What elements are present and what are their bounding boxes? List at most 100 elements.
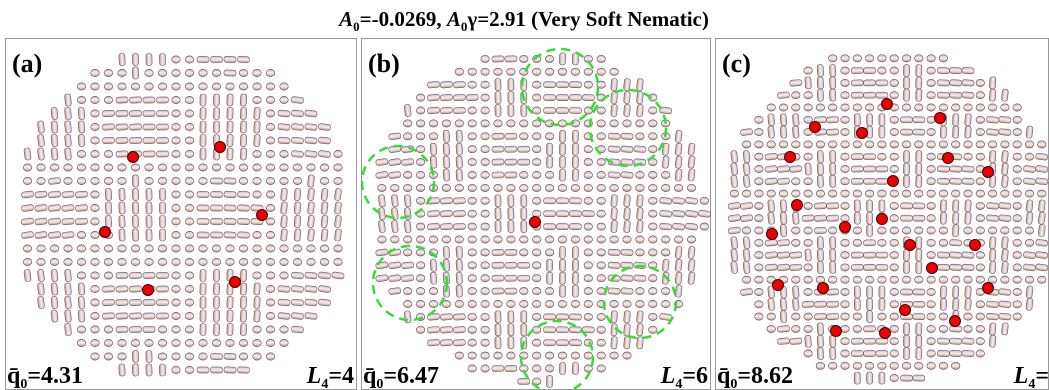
molecule bbox=[916, 151, 922, 163]
defect bbox=[785, 152, 796, 163]
molecule bbox=[545, 352, 553, 359]
molecule bbox=[533, 249, 541, 256]
molecule bbox=[78, 283, 85, 295]
molecule bbox=[829, 64, 836, 76]
molecule bbox=[597, 159, 605, 166]
molecule bbox=[851, 80, 863, 86]
molecule bbox=[91, 312, 99, 319]
molecule bbox=[1038, 276, 1046, 283]
molecule bbox=[213, 310, 219, 322]
molecule bbox=[453, 326, 465, 333]
molecule bbox=[404, 171, 412, 178]
molecule bbox=[280, 83, 288, 90]
l-annotation: L4=4 bbox=[306, 363, 354, 390]
molecule bbox=[624, 91, 631, 103]
molecule bbox=[156, 313, 168, 319]
molecule bbox=[200, 107, 206, 119]
molecule bbox=[416, 171, 424, 178]
molecule bbox=[280, 245, 288, 252]
molecule bbox=[468, 313, 476, 320]
molecule bbox=[78, 121, 85, 133]
molecule bbox=[675, 143, 682, 156]
molecule bbox=[903, 347, 909, 359]
molecule bbox=[118, 164, 126, 171]
molecule bbox=[805, 335, 812, 347]
molecule bbox=[740, 214, 753, 221]
molecule bbox=[64, 245, 72, 252]
molecule bbox=[494, 68, 502, 75]
molecule bbox=[518, 159, 530, 165]
molecule bbox=[481, 184, 489, 191]
molecule bbox=[185, 245, 193, 252]
molecule bbox=[37, 177, 45, 184]
molecule bbox=[851, 154, 863, 160]
molecule bbox=[792, 104, 800, 111]
molecule bbox=[456, 143, 463, 155]
molecule bbox=[755, 190, 763, 197]
molecule bbox=[841, 362, 849, 369]
molecule bbox=[1035, 239, 1048, 247]
molecule bbox=[790, 166, 802, 173]
molecule bbox=[453, 94, 465, 101]
molecule bbox=[185, 137, 193, 144]
molecule bbox=[455, 352, 463, 359]
molecule bbox=[210, 56, 222, 62]
molecule bbox=[132, 215, 138, 227]
molecule bbox=[597, 352, 605, 359]
molecule bbox=[879, 372, 885, 384]
molecule bbox=[226, 339, 234, 346]
molecule bbox=[143, 124, 155, 130]
molecule bbox=[556, 314, 568, 320]
molecule bbox=[804, 239, 812, 246]
defect bbox=[767, 229, 778, 240]
molecule bbox=[962, 67, 974, 74]
molecule bbox=[731, 175, 739, 188]
molecule bbox=[728, 214, 741, 222]
molecule bbox=[77, 258, 85, 265]
molecule bbox=[266, 69, 274, 76]
molecule bbox=[520, 184, 528, 191]
molecule bbox=[768, 114, 775, 127]
molecule bbox=[401, 262, 414, 269]
molecule bbox=[481, 275, 489, 282]
molecule bbox=[964, 227, 972, 234]
molecule bbox=[158, 339, 166, 346]
molecule bbox=[777, 239, 790, 246]
molecule bbox=[253, 83, 261, 90]
molecule bbox=[280, 202, 287, 214]
molecule bbox=[989, 150, 996, 162]
molecule bbox=[391, 220, 398, 233]
molecule bbox=[804, 190, 812, 197]
molecule bbox=[939, 190, 947, 197]
molecule bbox=[185, 339, 193, 346]
molecule bbox=[443, 156, 450, 168]
molecule bbox=[792, 190, 800, 197]
molecule bbox=[1013, 215, 1021, 222]
molecule bbox=[48, 191, 61, 198]
molecule bbox=[743, 150, 750, 163]
molecule bbox=[674, 184, 682, 191]
molecule bbox=[608, 288, 620, 295]
molecule bbox=[851, 166, 863, 172]
molecule bbox=[376, 274, 389, 282]
molecule bbox=[902, 227, 910, 234]
molecule bbox=[890, 252, 898, 259]
molecule bbox=[927, 252, 935, 259]
molecule bbox=[1001, 150, 1008, 163]
molecule bbox=[903, 335, 909, 347]
molecule bbox=[755, 239, 763, 246]
molecule bbox=[777, 165, 790, 172]
molecule bbox=[662, 259, 669, 272]
molecule bbox=[227, 107, 233, 119]
molecule bbox=[623, 120, 631, 127]
molecule bbox=[131, 245, 139, 252]
defect bbox=[943, 153, 954, 164]
molecule bbox=[927, 116, 935, 123]
molecule bbox=[866, 200, 872, 212]
molecule bbox=[876, 166, 888, 172]
molecule bbox=[291, 312, 304, 319]
defect bbox=[857, 128, 868, 139]
molecule bbox=[890, 79, 898, 86]
molecule bbox=[210, 205, 222, 211]
molecule bbox=[102, 110, 114, 117]
